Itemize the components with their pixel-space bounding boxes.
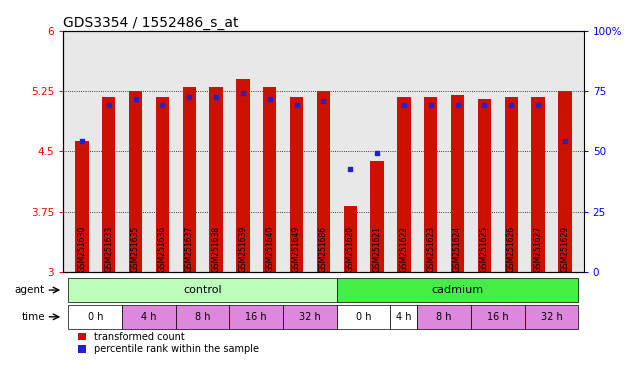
Point — [184, 94, 194, 100]
Legend: transformed count, percentile rank within the sample: transformed count, percentile rank withi… — [78, 332, 259, 354]
Point — [533, 102, 543, 108]
Bar — [524, 305, 578, 329]
Text: 0 h: 0 h — [356, 312, 372, 322]
Bar — [176, 305, 230, 329]
Bar — [290, 97, 304, 272]
Bar — [209, 87, 223, 272]
Text: GSM251629: GSM251629 — [560, 226, 569, 272]
Bar — [69, 305, 122, 329]
Bar — [531, 97, 545, 272]
Text: GDS3354 / 1552486_s_at: GDS3354 / 1552486_s_at — [63, 16, 239, 30]
Text: GSM251686: GSM251686 — [319, 226, 328, 272]
Text: 16 h: 16 h — [487, 312, 509, 322]
Point — [372, 150, 382, 156]
Bar — [156, 97, 169, 272]
Text: 8 h: 8 h — [195, 312, 210, 322]
Bar — [424, 97, 437, 272]
Text: 4 h: 4 h — [396, 312, 411, 322]
Point — [345, 166, 355, 172]
Bar — [337, 305, 391, 329]
Bar — [370, 161, 384, 272]
Bar — [471, 305, 524, 329]
Bar — [505, 97, 518, 272]
Point — [292, 102, 302, 108]
Point — [506, 102, 516, 108]
Text: GSM251627: GSM251627 — [534, 226, 543, 272]
Text: time: time — [21, 312, 45, 322]
Bar — [69, 278, 337, 303]
Text: GSM251640: GSM251640 — [265, 226, 274, 272]
Bar — [182, 87, 196, 272]
Point — [211, 94, 221, 100]
Point — [238, 90, 248, 96]
Text: GSM251649: GSM251649 — [292, 226, 301, 272]
Text: 16 h: 16 h — [245, 312, 267, 322]
Text: GSM251621: GSM251621 — [372, 226, 382, 272]
Point — [480, 102, 490, 108]
Point — [77, 138, 87, 144]
Bar — [337, 278, 578, 303]
Point — [560, 138, 570, 144]
Bar — [391, 305, 417, 329]
Text: GSM251638: GSM251638 — [211, 226, 221, 272]
Text: GSM251625: GSM251625 — [480, 226, 489, 272]
Point — [319, 98, 329, 104]
Bar — [236, 79, 250, 272]
Point — [452, 102, 463, 108]
Bar — [478, 99, 491, 272]
Bar — [129, 91, 142, 272]
Text: 32 h: 32 h — [541, 312, 562, 322]
Point — [131, 96, 141, 102]
Point — [426, 102, 436, 108]
Bar — [102, 97, 115, 272]
Bar — [122, 305, 176, 329]
Bar — [558, 91, 572, 272]
Point — [103, 102, 114, 108]
Text: 0 h: 0 h — [88, 312, 103, 322]
Text: 8 h: 8 h — [437, 312, 452, 322]
Text: GSM251630: GSM251630 — [78, 226, 86, 272]
Text: 32 h: 32 h — [299, 312, 321, 322]
Bar — [451, 95, 464, 272]
Text: GSM251622: GSM251622 — [399, 226, 408, 272]
Text: agent: agent — [15, 285, 45, 295]
Bar — [397, 97, 411, 272]
Bar — [417, 305, 471, 329]
Bar — [230, 305, 283, 329]
Text: 4 h: 4 h — [141, 312, 156, 322]
Bar — [343, 206, 357, 272]
Text: GSM251623: GSM251623 — [426, 226, 435, 272]
Text: GSM251637: GSM251637 — [185, 226, 194, 272]
Point — [264, 96, 274, 102]
Text: GSM251635: GSM251635 — [131, 226, 140, 272]
Bar — [263, 87, 276, 272]
Point — [399, 102, 409, 108]
Text: GSM251639: GSM251639 — [239, 226, 247, 272]
Text: control: control — [184, 285, 222, 295]
Text: GSM251626: GSM251626 — [507, 226, 516, 272]
Text: GSM251620: GSM251620 — [346, 226, 355, 272]
Point — [157, 102, 167, 108]
Bar — [75, 141, 88, 272]
Bar — [317, 91, 330, 272]
Text: GSM251624: GSM251624 — [453, 226, 462, 272]
Bar — [283, 305, 337, 329]
Text: cadmium: cadmium — [432, 285, 483, 295]
Text: GSM251633: GSM251633 — [104, 226, 113, 272]
Text: GSM251636: GSM251636 — [158, 226, 167, 272]
